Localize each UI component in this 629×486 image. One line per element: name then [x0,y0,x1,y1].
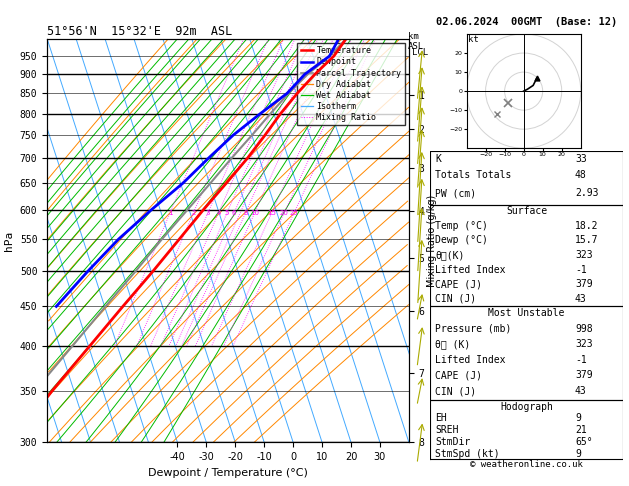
Text: LCL: LCL [413,48,428,57]
Text: 1: 1 [168,210,172,216]
Text: 9: 9 [575,414,581,423]
Text: Hodograph: Hodograph [500,401,553,412]
Text: Surface: Surface [506,207,547,216]
Text: 379: 379 [575,370,593,381]
Text: 18.2: 18.2 [575,221,598,231]
Text: CAPE (J): CAPE (J) [435,279,482,289]
Text: 998: 998 [575,324,593,334]
Text: -1: -1 [575,264,587,275]
Text: 10: 10 [250,210,259,216]
X-axis label: Dewpoint / Temperature (°C): Dewpoint / Temperature (°C) [148,468,308,478]
Text: 3: 3 [206,210,210,216]
Text: 4: 4 [216,210,221,216]
Text: PW (cm): PW (cm) [435,189,477,198]
Text: -1: -1 [575,355,587,365]
Text: CAPE (J): CAPE (J) [435,370,482,381]
Text: 15: 15 [267,210,276,216]
Text: 43: 43 [575,294,587,304]
Legend: Temperature, Dewpoint, Parcel Trajectory, Dry Adiabat, Wet Adiabat, Isotherm, Mi: Temperature, Dewpoint, Parcel Trajectory… [297,43,404,125]
Text: K: K [435,154,442,164]
Text: 48: 48 [575,171,587,180]
Text: 2: 2 [191,210,196,216]
Text: 8: 8 [243,210,248,216]
Text: 51°56'N  15°32'E  92m  ASL: 51°56'N 15°32'E 92m ASL [47,25,233,38]
Text: Temp (°C): Temp (°C) [435,221,488,231]
Text: © weatheronline.co.uk: © weatheronline.co.uk [470,460,583,469]
Text: CIN (J): CIN (J) [435,294,477,304]
Text: Most Unstable: Most Unstable [488,308,565,318]
Text: θᴀ(K): θᴀ(K) [435,250,465,260]
Text: 33: 33 [575,154,587,164]
Text: 323: 323 [575,339,593,349]
Text: 379: 379 [575,279,593,289]
Y-axis label: Mixing Ratio (g/kg): Mixing Ratio (g/kg) [427,194,437,287]
Text: Lifted Index: Lifted Index [435,355,506,365]
Text: Dewp (°C): Dewp (°C) [435,236,488,245]
Text: 5: 5 [225,210,229,216]
Text: 65°: 65° [575,437,593,447]
Text: EH: EH [435,414,447,423]
Text: kt: kt [469,35,479,44]
Text: Totals Totals: Totals Totals [435,171,512,180]
Text: Lifted Index: Lifted Index [435,264,506,275]
Text: θᴀ (K): θᴀ (K) [435,339,470,349]
Text: Pressure (mb): Pressure (mb) [435,324,512,334]
Text: 20: 20 [280,210,289,216]
Text: 25: 25 [290,210,298,216]
Text: CIN (J): CIN (J) [435,386,477,396]
Text: 323: 323 [575,250,593,260]
Text: StmSpd (kt): StmSpd (kt) [435,449,500,459]
Text: StmDir: StmDir [435,437,470,447]
Text: 2.93: 2.93 [575,189,598,198]
Text: 21: 21 [575,425,587,435]
Text: 9: 9 [575,449,581,459]
Text: 02.06.2024  00GMT  (Base: 12): 02.06.2024 00GMT (Base: 12) [437,17,618,27]
Text: 43: 43 [575,386,587,396]
Text: SREH: SREH [435,425,459,435]
Text: km
ASL: km ASL [408,32,424,51]
Text: 15.7: 15.7 [575,236,598,245]
Y-axis label: hPa: hPa [4,230,14,251]
Text: 6: 6 [232,210,237,216]
